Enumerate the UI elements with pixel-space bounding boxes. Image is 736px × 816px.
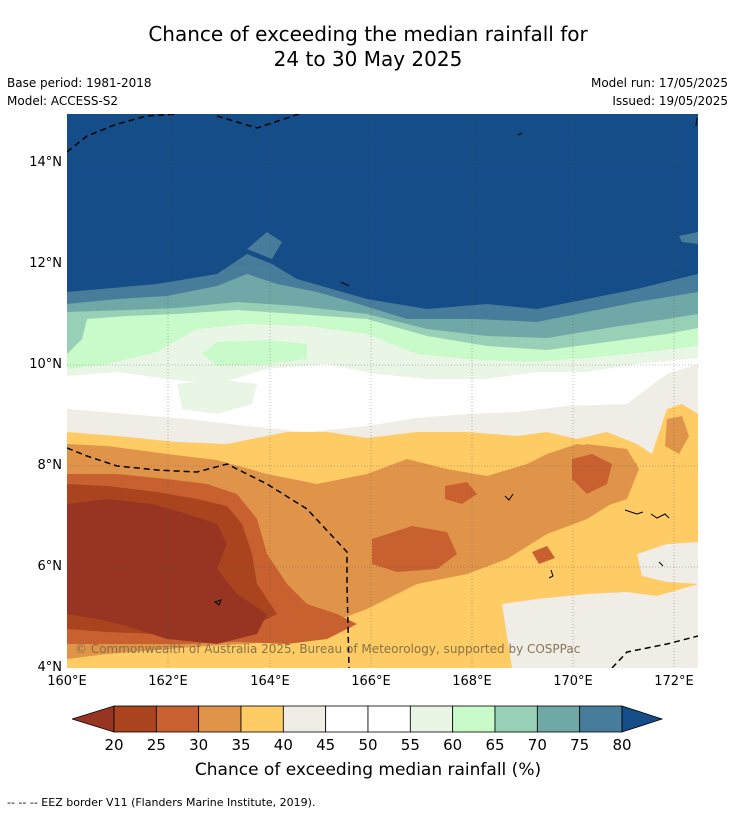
band-25-30-blob2 (445, 482, 477, 504)
colorbar-tick-label: 55 (400, 736, 420, 754)
model-name: Model: ACCESS-S2 (7, 94, 119, 108)
band-75-80-blob (247, 232, 282, 259)
band-25-30-blob3 (572, 454, 612, 494)
lon-label-172e: 172°E (654, 674, 694, 689)
lon-label-164e: 164°E (250, 674, 290, 689)
lat-label-14n: 14°N (29, 155, 62, 170)
band-60-65-blob (202, 340, 307, 366)
title-line-2: 24 to 30 May 2025 (273, 47, 463, 71)
meta-left: Base period: 1981-2018 Model: ACCESS-S2 (7, 74, 152, 110)
lat-label-4n: 4°N (37, 660, 63, 675)
colorbar-tick-label: 30 (189, 736, 209, 754)
band-25-30-blob (372, 526, 457, 572)
colorbar-cell (113, 705, 157, 733)
base-period: Base period: 1981-2018 (7, 76, 152, 90)
lon-label-160e: 160°E (47, 674, 87, 689)
rainfall-map: © Commonwealth of Australia 2025, Bureau… (67, 114, 698, 668)
colorbar-tick-label: 35 (231, 736, 251, 754)
colorbar-cell (409, 705, 454, 733)
lon-label-166e: 166°E (351, 674, 391, 689)
lon-label-170e: 170°E (553, 674, 593, 689)
issued-date: Issued: 19/05/2025 (612, 94, 728, 108)
lat-label-12n: 12°N (29, 256, 62, 271)
colorbar-tick-label: 65 (485, 736, 505, 754)
colorbar-cell (198, 705, 242, 733)
meta-right: Model run: 17/05/2025 Issued: 19/05/2025 (591, 74, 728, 110)
colorbar-cell (240, 705, 284, 733)
lat-label-8n: 8°N (37, 458, 63, 473)
colorbar-cell (325, 705, 369, 733)
colorbar-tick-label: 20 (104, 736, 124, 754)
colorbar-cell (494, 705, 538, 733)
lon-label-168e: 168°E (452, 674, 492, 689)
colorbar-under-triangle (72, 705, 115, 733)
colorbar-title: Chance of exceeding median rainfall (%) (194, 760, 542, 780)
colorbar-over-triangle (621, 705, 664, 733)
colorbar (72, 705, 664, 733)
band-75-80-east (679, 232, 698, 244)
colorbar-tick-label: 80 (612, 736, 632, 754)
colorbar-tick-label: 75 (570, 736, 590, 754)
colorbar-cell (579, 705, 623, 733)
band-40-45-east (637, 542, 698, 584)
lat-label-6n: 6°N (37, 559, 63, 574)
colorbar-tick-label: 40 (273, 736, 293, 754)
model-run: Model run: 17/05/2025 (590, 76, 728, 90)
colorbar-cell (536, 705, 581, 733)
lat-label-10n: 10°N (29, 357, 62, 372)
chart-title: Chance of exceeding the median rainfall … (0, 22, 736, 72)
colorbar-cell (282, 705, 327, 733)
band-under-20 (67, 499, 267, 644)
colorbar-tick-label: 45 (316, 736, 336, 754)
colorbar-tick-label: 60 (443, 736, 463, 754)
band-55-60-blob (177, 379, 257, 414)
lon-label-162e: 162°E (148, 674, 188, 689)
colorbar-cell (155, 705, 200, 733)
copyright-text: © Commonwealth of Australia 2025, Bureau… (75, 642, 580, 656)
colorbar-cell (452, 705, 496, 733)
band-30-35-blob5 (665, 416, 689, 454)
title-line-1: Chance of exceeding the median rainfall … (148, 22, 588, 46)
gridlines (67, 114, 698, 668)
colorbar-tick-label: 25 (146, 736, 166, 754)
band-25-30-blob4 (532, 546, 555, 564)
islands (213, 117, 698, 606)
eez-borders (67, 114, 698, 668)
colorbar-cells (113, 705, 623, 733)
colorbar-tick-label: 70 (527, 736, 547, 754)
colorbar-cell (367, 705, 411, 733)
eez-border-note: -- -- -- EEZ border V11 (Flanders Marine… (7, 796, 316, 809)
colorbar-tick-label: 50 (358, 736, 378, 754)
